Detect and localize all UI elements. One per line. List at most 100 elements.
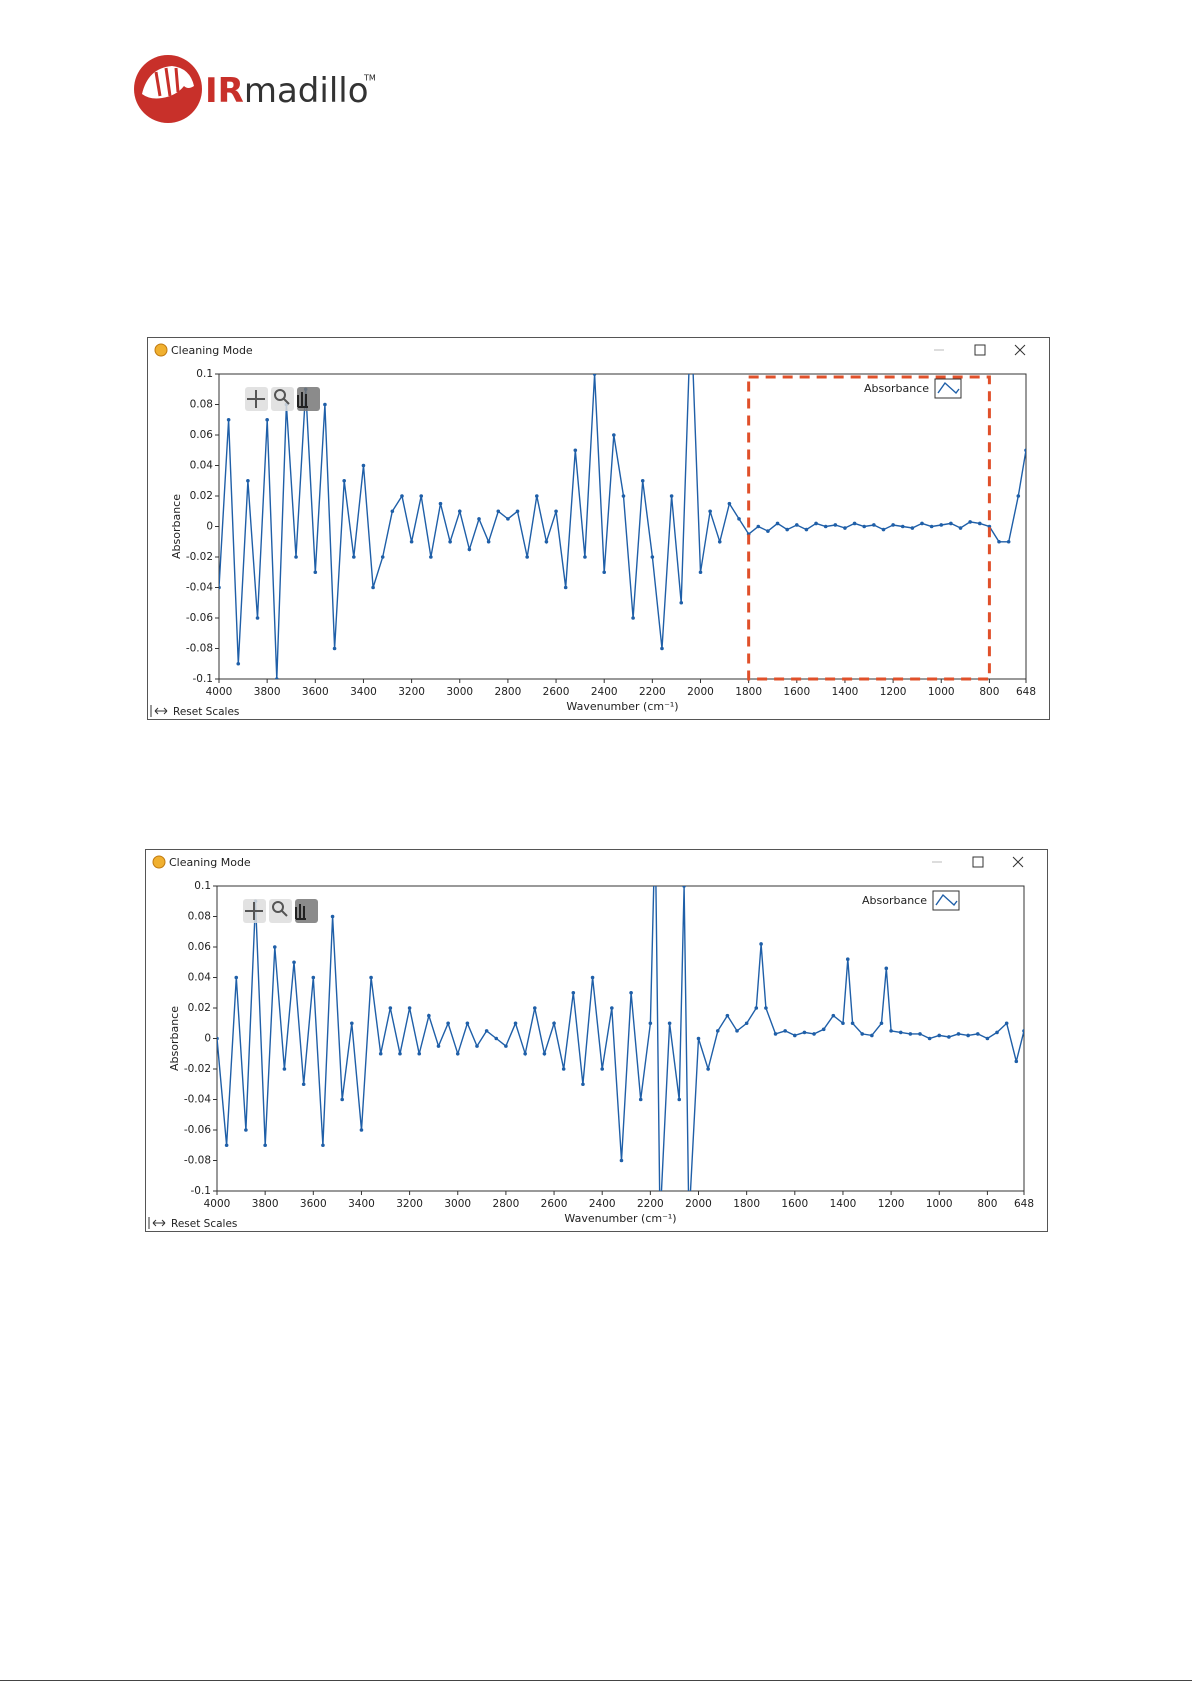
legend-glyph [935,893,958,907]
zoom-tool[interactable] [272,901,288,917]
y-tick-label: -0.1 [191,1185,212,1197]
reset-icon[interactable] [148,1217,166,1229]
x-tick-label: 2400 [591,686,618,698]
data-point [409,539,414,544]
data-point [929,524,934,529]
zoom-tool[interactable] [274,389,290,405]
data-point [696,1036,701,1041]
x-tick-label: 1600 [781,1198,808,1210]
data-point [833,523,838,527]
x-tick-label: 3800 [252,1198,279,1210]
data-point [525,555,529,559]
data-point [744,1021,749,1026]
data-point [735,1029,739,1033]
data-point [619,1158,624,1163]
data-point [667,1021,672,1026]
x-tick-label: 3000 [446,686,473,698]
data-point [446,1021,450,1026]
data-point [708,509,712,514]
data-point [390,509,395,514]
x-tick-label: 1800 [733,1198,760,1210]
data-point [486,539,491,544]
data-point [727,501,732,506]
data-point [706,1067,710,1071]
data-point [272,945,277,949]
data-point [949,521,953,526]
x-tick-label: 1200 [880,686,907,698]
legend-label: Absorbance [862,894,927,907]
data-point [1014,1059,1019,1064]
y-tick-label: 0.06 [190,429,214,441]
data-point [881,527,886,532]
data-point [552,1021,556,1026]
data-point [843,526,847,530]
pan-tool[interactable] [247,390,265,408]
x-tick-label: 2000 [685,1198,712,1210]
data-point [754,1006,759,1010]
data-point [802,1030,807,1035]
x-tick-label: 1200 [878,1198,905,1210]
maximize-button[interactable] [972,856,984,868]
data-point [506,517,510,521]
data-point [255,616,260,620]
y-axis-label: Absorbance [168,1006,181,1071]
x-tick-label: 3600 [300,1198,327,1210]
data-point [937,1033,942,1038]
data-point [812,1032,816,1036]
data-point [804,527,809,532]
data-point [831,1013,836,1018]
data-point [910,526,915,530]
x-tick-label: 2400 [589,1198,616,1210]
y-tick-label: 0.02 [190,490,213,502]
y-tick-label: -0.1 [193,673,214,685]
data-point [602,570,607,575]
data-point [698,570,703,575]
app-icon [154,343,168,357]
y-tick-label: 0.02 [188,1002,211,1014]
window-title: Cleaning Mode [171,344,253,357]
data-point [427,1013,431,1018]
data-point [775,521,780,526]
data-point [561,1067,566,1071]
close-button[interactable] [1012,856,1024,868]
data-point [852,521,857,526]
data-point [380,555,385,559]
x-tick-label: 648 [1014,1198,1034,1210]
reset-scales[interactable]: Reset Scales [173,706,239,718]
hand-tool[interactable] [297,392,308,408]
data-point [400,494,404,498]
plot-data [219,374,1026,679]
hand-tool[interactable] [295,904,306,920]
data-point [321,1143,325,1148]
data-point [737,517,741,521]
x-tick-label: 3000 [444,1198,471,1210]
data-point [592,374,597,376]
data-point [862,524,867,529]
x-tick-label: 2200 [637,1198,664,1210]
data-point [927,1036,932,1041]
data-point [352,555,356,559]
data-point [313,570,318,575]
close-button[interactable] [1014,344,1026,356]
x-tick-label: 4000 [204,1198,231,1210]
data-point [455,1051,460,1056]
window: Cleaning Mode 0.1 0.08 0.06 0.04 0.02 0 -0.02 -0… [145,849,1048,1232]
reset-scales[interactable]: Reset Scales [171,1218,237,1230]
data-point [638,1097,643,1102]
data-point [860,1032,865,1036]
x-axis-label: Wavenumber (cm⁻¹) [564,1212,676,1225]
y-tick-label: -0.02 [186,551,213,563]
data-point [966,1033,970,1038]
data-point [217,1036,219,1041]
maximize-button[interactable] [974,344,986,356]
reset-icon[interactable] [150,705,168,717]
y-tick-label: 0.08 [188,911,211,923]
y-tick-label: 0.08 [190,399,213,411]
data-point [429,555,433,559]
x-tick-label: 3800 [254,686,281,698]
data-point [274,677,279,679]
highlight-box [747,375,991,681]
data-point [939,523,944,527]
data-point [544,539,549,544]
pan-tool[interactable] [245,902,263,920]
